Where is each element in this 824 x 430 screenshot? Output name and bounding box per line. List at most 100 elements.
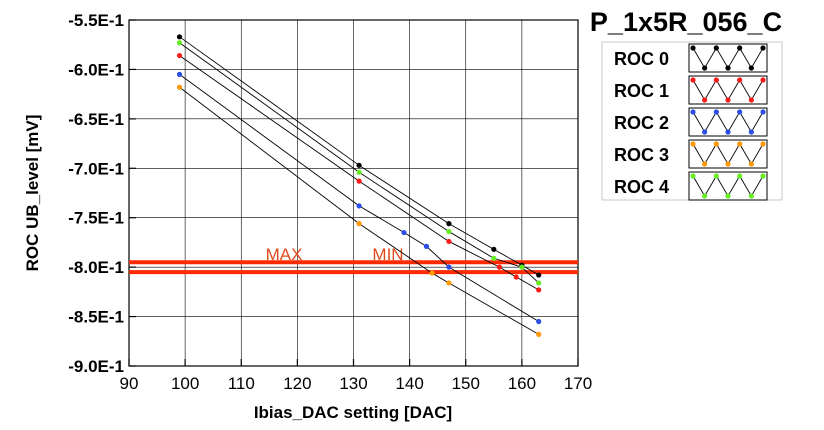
y-axis-ticks: -5.5E-1 -6.0E-1 -6.5E-1 -7.0E-1 -7.5E-1 -8.0E… — [68, 11, 136, 376]
data-point — [356, 178, 362, 184]
x-tick-label: 140 — [395, 374, 423, 393]
x-tick-label: 90 — [120, 374, 139, 393]
series-line-segment — [179, 74, 360, 207]
grid — [128, 19, 579, 367]
legend-marker — [702, 161, 708, 167]
series-line-segment — [426, 246, 450, 268]
legend-marker — [702, 65, 708, 71]
x-tick-label: 160 — [508, 374, 536, 393]
series-1 — [176, 52, 542, 293]
legend-label: ROC 0 — [614, 49, 669, 69]
y-tick-label: -8.0E-1 — [68, 258, 124, 277]
x-tick-label: 170 — [564, 374, 592, 393]
legend: ROC 0 ROC 1 ROC 2 ROC 3 ROC 4 — [614, 43, 768, 201]
data-point — [446, 221, 452, 227]
series-line-segment — [448, 231, 495, 259]
legend-marker — [713, 45, 719, 51]
series-line-segment — [358, 164, 450, 225]
legend-marker — [760, 45, 766, 51]
x-tick-label: 150 — [452, 374, 480, 393]
x-axis-title: Ibias_DAC setting [DAC] — [254, 403, 452, 422]
y-tick-label: -6.0E-1 — [68, 60, 124, 79]
legend-item: ROC 3 — [614, 139, 768, 169]
legend-marker — [725, 193, 731, 199]
data-point — [513, 274, 519, 280]
data-point — [423, 243, 430, 249]
data-point — [356, 221, 362, 227]
data-point — [356, 203, 362, 209]
data-point — [176, 40, 183, 46]
data-point — [446, 228, 452, 235]
limit-lines: MAX MIN — [129, 245, 578, 275]
chart-title: P_1x5R_056_C — [590, 7, 782, 37]
legend-marker — [748, 65, 754, 71]
legend-marker — [737, 141, 743, 147]
y-tick-label: -8.5E-1 — [68, 308, 124, 327]
y-axis-title: ROC UB_level [mV] — [23, 115, 42, 272]
series-line-segment — [179, 42, 360, 173]
series-line-segment — [448, 266, 539, 322]
y-tick-label: -7.0E-1 — [68, 159, 124, 178]
data-point — [536, 272, 542, 278]
series-line-segment — [516, 276, 539, 291]
series-line-segment — [448, 223, 495, 250]
legend-marker — [725, 97, 731, 103]
legend-marker — [702, 193, 708, 199]
legend-marker — [702, 97, 708, 103]
legend-label: ROC 2 — [614, 113, 669, 133]
data-point — [536, 318, 542, 325]
limit-label-max: MAX — [266, 245, 303, 264]
series-line-segment — [179, 36, 360, 166]
legend-marker — [748, 161, 754, 167]
legend-marker — [737, 77, 743, 83]
legend-marker — [725, 161, 731, 167]
legend-item: ROC 1 — [614, 75, 768, 105]
series-line-segment — [521, 266, 540, 284]
legend-marker — [748, 97, 754, 103]
data-point — [401, 229, 407, 236]
legend-marker — [690, 77, 696, 83]
series-line-segment — [448, 282, 539, 335]
data-point — [176, 34, 183, 40]
legend-marker — [713, 141, 719, 147]
data-point — [356, 162, 362, 168]
series-line-segment — [448, 241, 500, 268]
legend-label: ROC 1 — [614, 81, 669, 101]
series-line-segment — [179, 55, 360, 182]
legend-marker — [713, 173, 719, 179]
series-4 — [176, 40, 542, 286]
data-point — [356, 169, 362, 175]
data-point — [491, 246, 497, 252]
series-line-segment — [358, 171, 450, 232]
data-point — [496, 264, 503, 270]
legend-marker — [690, 141, 696, 147]
legend-marker — [760, 141, 766, 147]
legend-marker — [725, 129, 731, 135]
legend-marker — [748, 193, 754, 199]
legend-item: ROC 2 — [614, 107, 768, 137]
data-point — [536, 287, 542, 293]
series-0 — [176, 34, 542, 278]
legend-swatch — [688, 139, 768, 169]
legend-marker — [748, 129, 754, 135]
series-line-segment — [179, 86, 360, 225]
legend-item: ROC 4 — [614, 171, 768, 201]
y-tick-label: -9.0E-1 — [68, 357, 124, 376]
data-point — [536, 280, 542, 286]
legend-marker — [690, 45, 696, 51]
legend-marker — [690, 109, 696, 115]
legend-marker — [737, 45, 743, 51]
y-tick-label: -7.5E-1 — [68, 209, 124, 228]
series-line-segment — [431, 272, 450, 284]
x-tick-label: 130 — [339, 374, 367, 393]
legend-marker — [690, 173, 696, 179]
series-3 — [176, 84, 542, 337]
legend-marker — [760, 77, 766, 83]
data-point — [176, 52, 183, 59]
data-point — [446, 264, 452, 270]
legend-marker — [737, 109, 743, 115]
series-line-segment — [493, 257, 523, 268]
series-group — [176, 34, 542, 337]
x-tick-label: 100 — [171, 374, 199, 393]
